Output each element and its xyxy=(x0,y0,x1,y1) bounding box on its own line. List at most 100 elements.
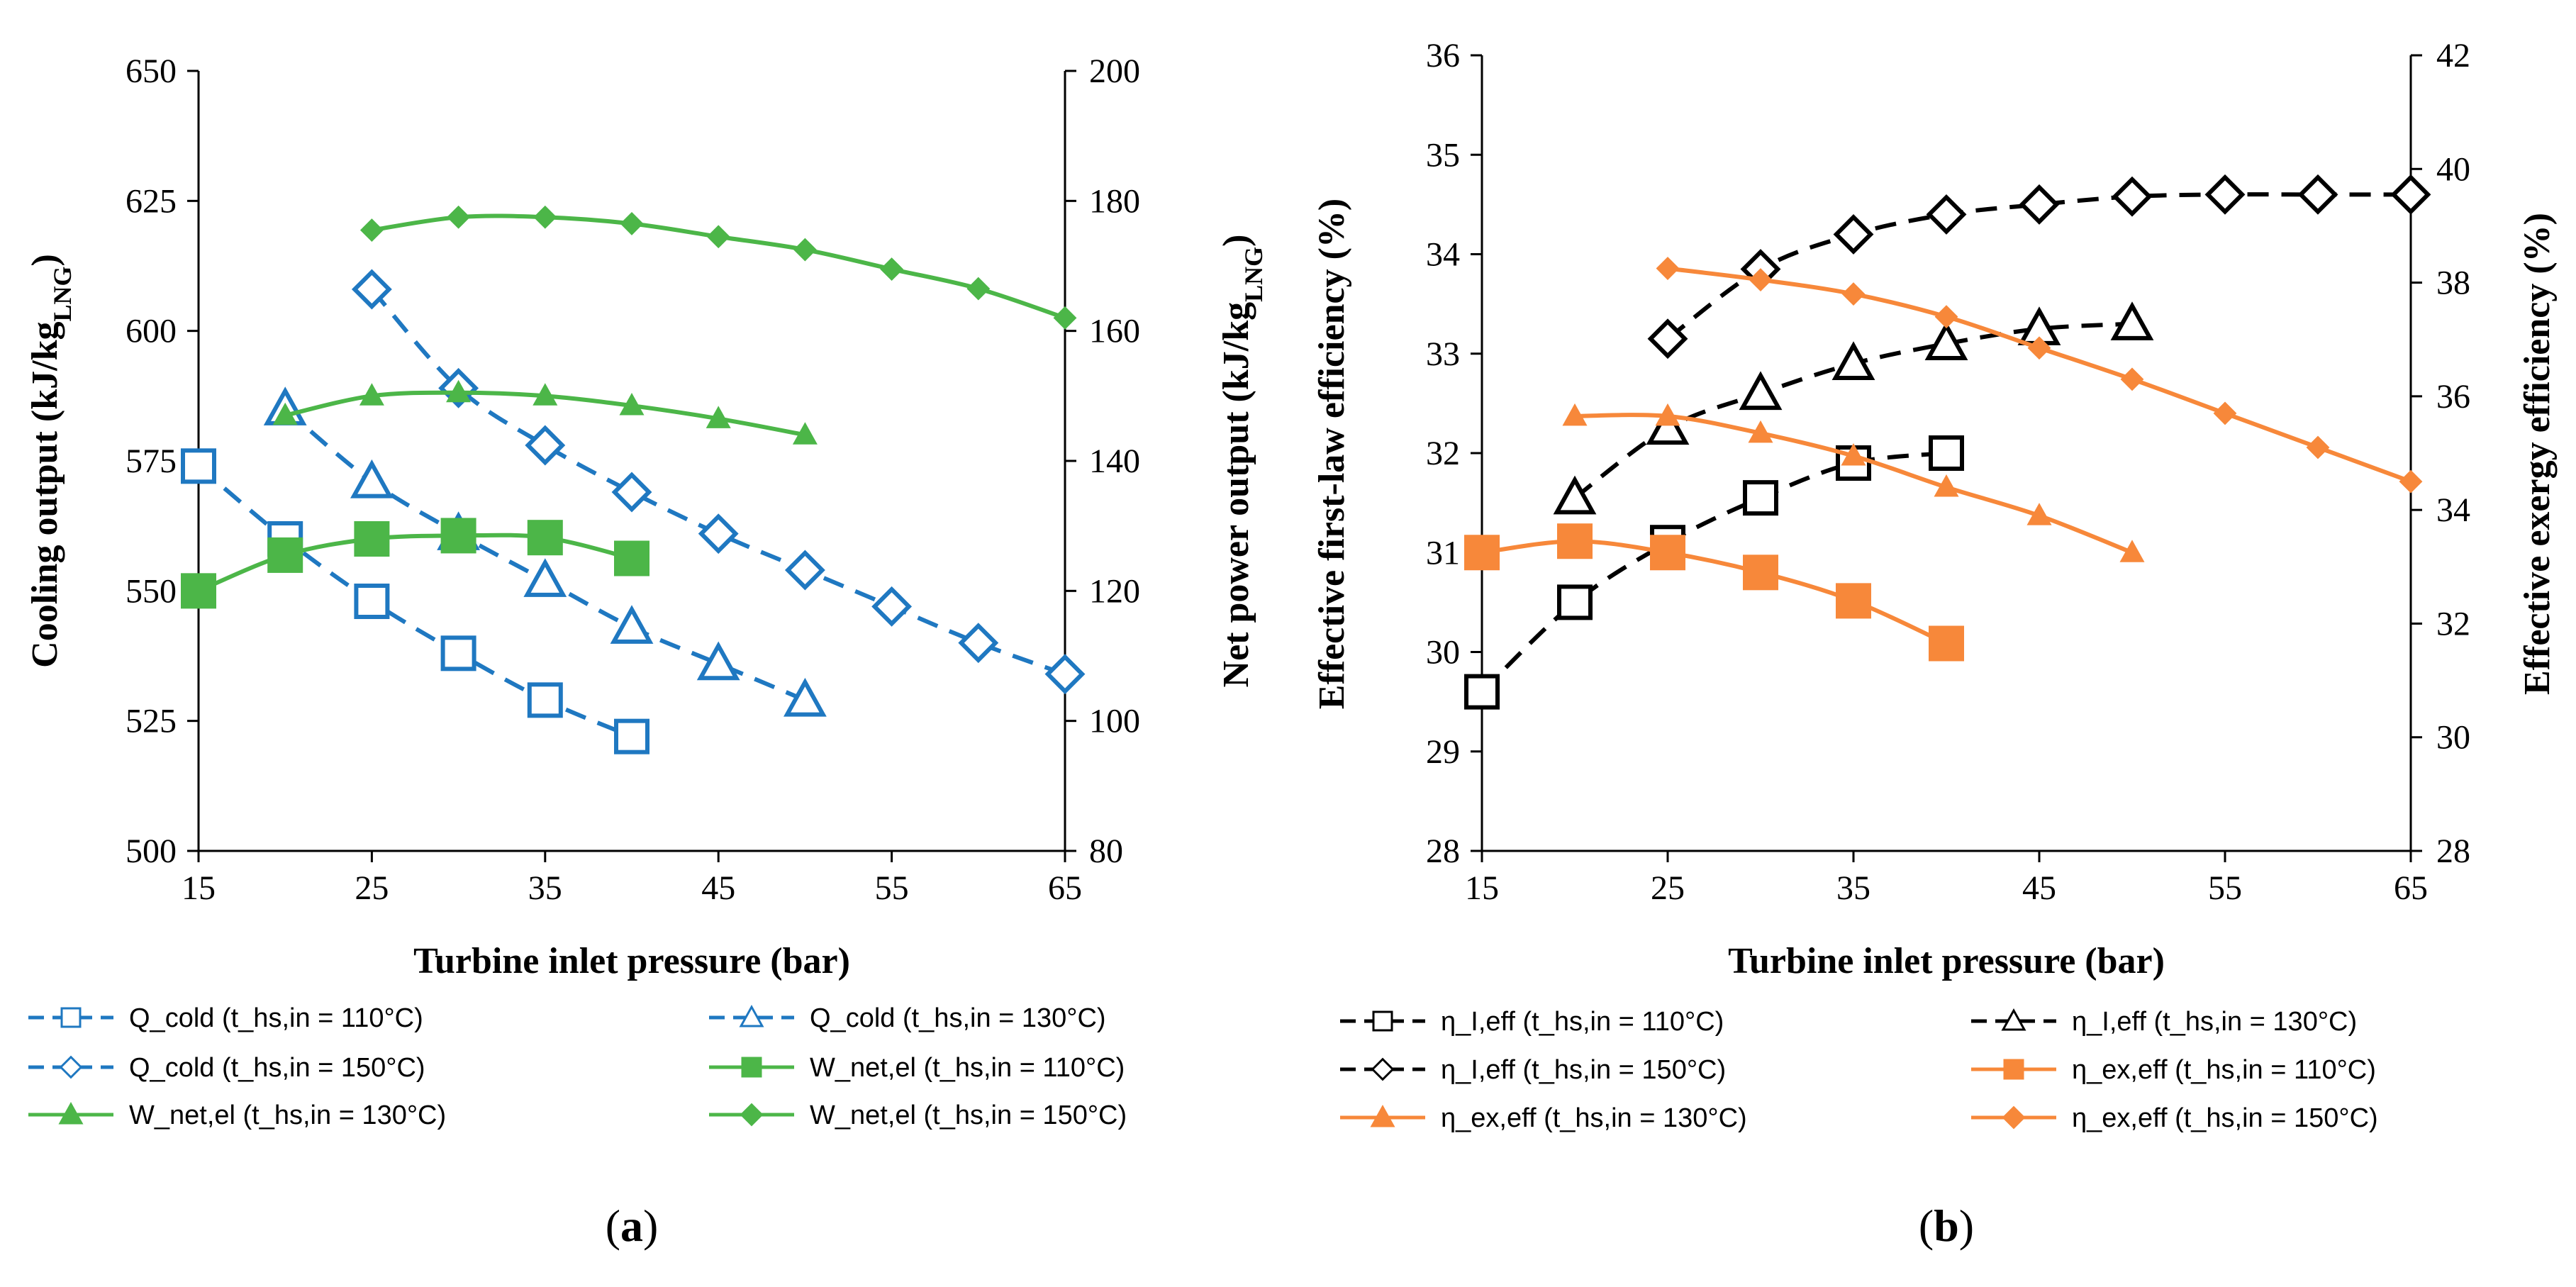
data-point xyxy=(533,383,558,406)
series-5 xyxy=(272,379,818,445)
data-point xyxy=(1929,435,1964,471)
legend-entry: η_ex,eff (t_hs,in = 110°C) xyxy=(1971,1055,2376,1085)
y-left-tick-label: 575 xyxy=(126,442,177,480)
data-point xyxy=(2204,174,2246,215)
chart-a-ylabel-right: Net power output (kJ/kgLNG) xyxy=(1216,235,1268,688)
legend-marker xyxy=(1370,1104,1395,1127)
data-point xyxy=(181,573,216,609)
x-tick-label: 15 xyxy=(1465,869,1499,907)
legend-marker xyxy=(1371,1057,1395,1081)
data-point xyxy=(525,425,566,466)
chart-a-ticks: 15 25 35 45 55 65 500 525 550 575 600 625 650 80 100 12… xyxy=(126,52,1140,907)
data-point xyxy=(880,257,904,282)
data-point xyxy=(1557,523,1593,559)
legend-label: W_net,el (t_hs,in = 150°C) xyxy=(810,1101,1127,1130)
series-1 xyxy=(181,448,649,754)
y-right-tick-label: 34 xyxy=(2436,491,2470,529)
data-point xyxy=(706,225,730,249)
data-point xyxy=(1743,480,1778,516)
data-point xyxy=(1926,194,1967,235)
series-line xyxy=(1667,266,2412,484)
data-point xyxy=(359,383,384,406)
x-tick-label: 25 xyxy=(1651,869,1685,907)
chart-b-series xyxy=(1464,174,2431,710)
data-point xyxy=(2120,367,2144,391)
legend-marker xyxy=(740,1103,764,1127)
data-point xyxy=(1650,535,1685,571)
legend-entry: η_I,eff (t_hs,in = 130°C) xyxy=(1971,1007,2357,1037)
data-point xyxy=(2213,401,2237,425)
legend-entry: η_I,eff (t_hs,in = 110°C) xyxy=(1340,1007,1724,1037)
legend-label: η_I,eff (t_hs,in = 130°C) xyxy=(2072,1007,2357,1037)
y-right-tick-label: 80 xyxy=(1089,832,1123,870)
data-point xyxy=(181,448,216,484)
chart-b-ylabel-left: Effective first-law efficiency (%) xyxy=(1312,199,1352,709)
data-point xyxy=(784,550,825,591)
chart-b-panel-label: (b) xyxy=(1919,1200,1974,1251)
data-point xyxy=(1647,318,1688,360)
data-point xyxy=(1841,282,1866,306)
y-right-tick-label: 42 xyxy=(2436,37,2470,74)
y-right-tick-label: 100 xyxy=(1089,703,1140,740)
data-point xyxy=(792,422,818,445)
chart-a: 15 25 35 45 55 65 500 525 550 575 600 625 650 80 100 12… xyxy=(25,52,1268,1251)
legend-marker xyxy=(60,1007,82,1028)
y-right-tick-label: 160 xyxy=(1089,313,1140,350)
legend-marker xyxy=(2001,1008,2026,1031)
legend-label: W_net,el (t_hs,in = 130°C) xyxy=(129,1101,446,1130)
legend-label: η_ex,eff (t_hs,in = 130°C) xyxy=(1441,1103,1747,1133)
data-point xyxy=(350,459,394,498)
data-point xyxy=(706,406,731,428)
data-point xyxy=(354,521,390,557)
series-6 xyxy=(359,205,1077,330)
data-point xyxy=(1655,403,1680,426)
data-point xyxy=(523,558,567,597)
legend-marker xyxy=(1372,1010,1393,1032)
y-left-tick-label: 525 xyxy=(126,703,177,740)
data-point xyxy=(1044,654,1086,695)
legend-entry: Q_cold (t_hs,in = 150°C) xyxy=(28,1053,425,1083)
series-6 xyxy=(1656,257,2423,494)
series-5 xyxy=(1562,403,2145,562)
data-point xyxy=(1646,406,1690,445)
data-point xyxy=(698,513,739,555)
y-left-tick-label: 33 xyxy=(1426,335,1460,373)
data-point xyxy=(610,605,654,644)
series-4 xyxy=(1464,523,1964,662)
legend-entry: η_ex,eff (t_hs,in = 150°C) xyxy=(1971,1103,2378,1133)
series-4 xyxy=(181,518,649,609)
legend-entry: W_net,el (t_hs,in = 110°C) xyxy=(709,1053,1125,1083)
x-tick-label: 45 xyxy=(2022,869,2056,907)
data-point xyxy=(359,218,384,243)
y-left-tick-label: 550 xyxy=(126,572,177,610)
data-point xyxy=(1929,625,1964,662)
y-left-tick-label: 32 xyxy=(1426,435,1460,472)
data-point xyxy=(440,518,476,554)
x-tick-label: 65 xyxy=(1048,869,1082,907)
legend-label: Q_cold (t_hs,in = 150°C) xyxy=(129,1053,425,1083)
data-point xyxy=(1749,268,1773,291)
data-point xyxy=(784,677,827,717)
data-point xyxy=(2306,435,2330,459)
data-point xyxy=(1831,341,1875,381)
data-point xyxy=(966,277,991,301)
data-point xyxy=(1562,403,1588,426)
legend-entry: Q_cold (t_hs,in = 110°C) xyxy=(28,1003,423,1033)
legend-entry: Q_cold (t_hs,in = 130°C) xyxy=(709,1003,1106,1033)
y-right-tick-label: 30 xyxy=(2436,719,2470,757)
data-point xyxy=(620,211,644,235)
legend-entry: W_net,el (t_hs,in = 130°C) xyxy=(28,1101,446,1130)
y-right-tick-label: 36 xyxy=(2436,378,2470,416)
legend-marker xyxy=(2003,1059,2024,1080)
x-tick-label: 35 xyxy=(528,869,562,907)
legend-marker xyxy=(58,1101,84,1125)
chart-b-ylabel-right: Effective exergy efficiency (%) xyxy=(2517,213,2558,695)
legend-label: η_I,eff (t_hs,in = 110°C) xyxy=(1441,1007,1724,1037)
data-point xyxy=(2027,336,2051,360)
y-right-tick-label: 38 xyxy=(2436,264,2470,302)
y-right-tick-label: 32 xyxy=(2436,605,2470,642)
legend-entry: η_ex,eff (t_hs,in = 130°C) xyxy=(1340,1103,1747,1133)
chart-a-legend: Q_cold (t_hs,in = 110°C) Q_cold (t_hs,in … xyxy=(28,1003,1127,1130)
data-point xyxy=(1464,535,1500,571)
data-point xyxy=(614,540,649,576)
